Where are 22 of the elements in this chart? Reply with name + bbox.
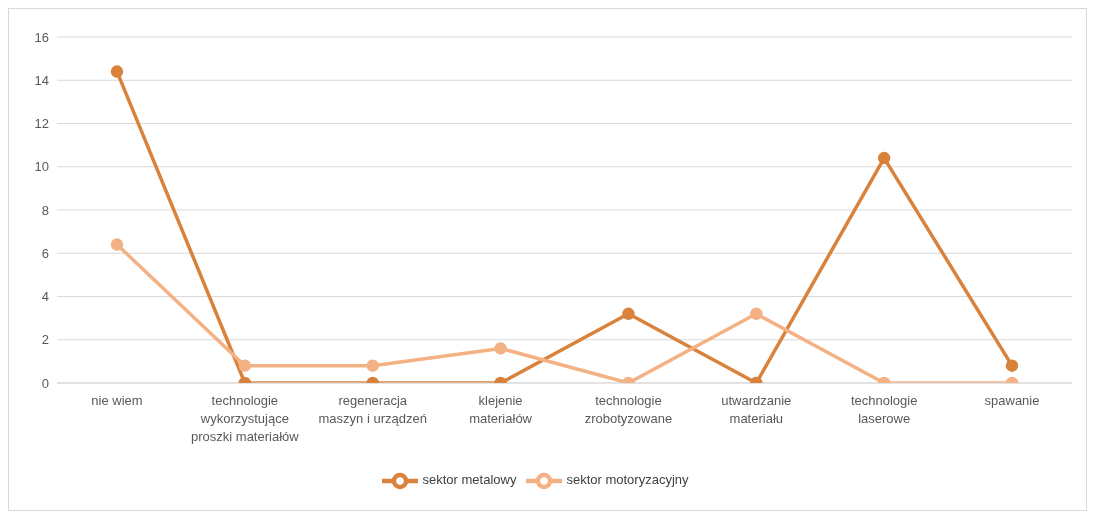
- x-tick-label: nie wiem: [91, 393, 143, 408]
- y-tick-label: 4: [41, 289, 49, 305]
- y-tick-label: 6: [41, 245, 49, 261]
- point: [877, 151, 891, 165]
- point: [110, 238, 124, 251]
- x-tick-label: technologie zrobotyzowane: [584, 393, 673, 426]
- x-tick-label: utwardzanie materiału: [721, 393, 792, 426]
- x-tick-label: spawanie: [984, 393, 1040, 408]
- legend-label: sektor motoryzacyjny: [566, 472, 689, 488]
- y-tick-label: 16: [34, 29, 49, 45]
- y-tick-label: 2: [41, 332, 49, 348]
- y-tick-label: 10: [34, 159, 49, 175]
- point: [110, 65, 124, 78]
- x-tick-label: technologie laserowe: [850, 393, 918, 426]
- x-tick-label: regeneracja maszyn i urządzeń: [318, 393, 427, 426]
- y-tick-label: 8: [41, 202, 49, 218]
- legend-label: sektor metalowy: [422, 472, 517, 488]
- x-tick-label: klejenie materiałów: [469, 393, 533, 426]
- y-tick-label: 0: [41, 375, 49, 391]
- x-tick-label: technologie wykorzystujące proszki materiałów: [191, 393, 300, 444]
- y-tick-label: 14: [34, 72, 49, 88]
- y-tick-label: 12: [34, 116, 49, 132]
